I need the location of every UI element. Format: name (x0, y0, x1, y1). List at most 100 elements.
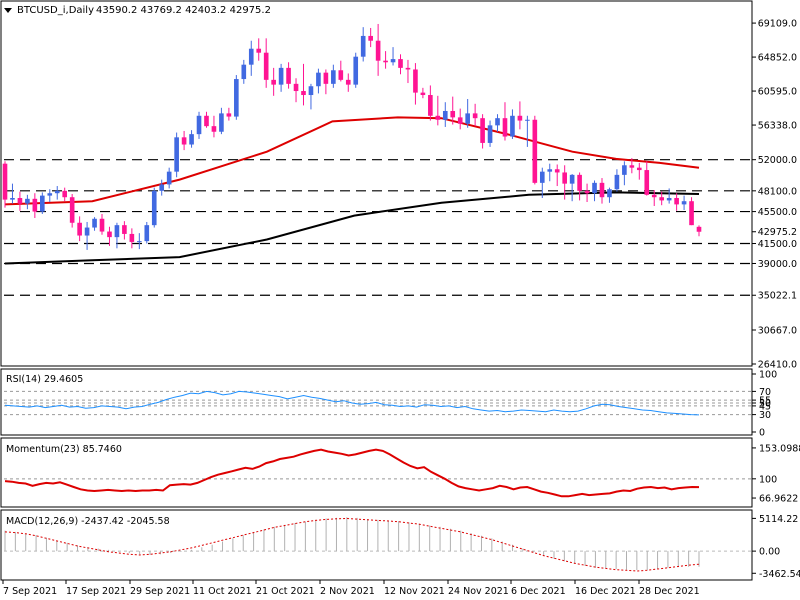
candle-body (651, 194, 657, 198)
candle-body (196, 115, 202, 135)
candle-body (308, 86, 314, 96)
candle-body (345, 79, 351, 85)
candle-body (428, 95, 433, 116)
macd-panel: 5114.22 0.00 -3462.54 (4, 514, 800, 580)
momentum-panel-frame (0, 437, 753, 508)
candle-body (569, 174, 575, 184)
candle-body (144, 225, 150, 242)
candle-body (450, 110, 456, 118)
candle-body (129, 233, 135, 242)
candle-body (248, 48, 254, 65)
candle-body (323, 72, 329, 84)
candle-body (77, 222, 82, 236)
candle-body (435, 115, 441, 120)
candle-body (420, 92, 426, 96)
date-tick-label: 16 Dec 2021 (575, 586, 636, 597)
momentum-line (4, 448, 700, 498)
candle-body (674, 198, 679, 205)
date-tick-label: 6 Dec 2021 (511, 586, 566, 597)
candle-body (502, 118, 508, 137)
price-axis: 69109.0 64852.0 60595.0 56338.0 52000.0 48100… (752, 19, 798, 371)
macd-tick-label: 0.00 (759, 547, 780, 558)
candle-body (517, 115, 523, 121)
macd-signal-line (4, 517, 700, 572)
candle-body (137, 241, 142, 243)
price-panel-frame (0, 0, 753, 367)
candle-body (331, 70, 336, 84)
momentum-label: Momentum(23) 85.7460 (6, 444, 122, 455)
candle-body (390, 59, 396, 63)
candle-body (562, 172, 567, 184)
candle-body (189, 134, 194, 145)
ma-fast-line (4, 116, 700, 206)
candle-body (2, 163, 8, 200)
candle-body (577, 174, 582, 191)
price-tick-label: 56338.0 (758, 121, 797, 132)
date-tick-label: 7 Sep 2021 (3, 586, 57, 597)
candle-body (644, 170, 650, 195)
candle-body (278, 67, 284, 85)
candle-body (607, 189, 612, 198)
candle-body (532, 119, 538, 183)
price-tag-bg (756, 184, 798, 197)
current-price-label: 42975.2 (758, 227, 797, 238)
candle-body (592, 182, 597, 194)
price-tag-bg (756, 237, 798, 250)
price-tag-bg (756, 205, 798, 218)
date-axis: 7 Sep 2021 17 Sep 2021 29 Sep 2021 11 Oct 2… (2, 580, 700, 597)
candle-body (62, 190, 68, 198)
level-price-label: 48100.0 (758, 186, 797, 197)
candle-body (286, 67, 291, 84)
candle-body (256, 48, 262, 53)
candle-body (122, 225, 127, 234)
price-tick-label: 64852.0 (758, 53, 797, 64)
candle-body (614, 174, 620, 190)
candle-body (99, 218, 105, 232)
date-tick-label: 21 Oct 2021 (256, 586, 315, 597)
date-tick-label: 29 Sep 2021 (130, 586, 190, 597)
date-tick-label: 12 Nov 2021 (384, 586, 445, 597)
candle-body (487, 125, 493, 143)
candle-body (472, 113, 478, 119)
candle-body (54, 190, 60, 194)
candle-body (10, 198, 15, 200)
candle-body (375, 40, 381, 61)
rsi-label: RSI(14) 29.4605 (6, 374, 83, 385)
date-tick-label: 24 Nov 2021 (448, 586, 509, 597)
candle-body (166, 171, 172, 185)
candle-body (539, 171, 545, 183)
candle-body (383, 60, 388, 63)
candle-body (219, 113, 224, 132)
level-price-label: 35022.1 (758, 291, 797, 302)
candle-body (353, 56, 359, 85)
date-tick-label: 11 Oct 2021 (193, 586, 252, 597)
macd-label: MACD(12,26,9) -2437.42 -2045.58 (6, 516, 170, 527)
ohlc-values: 43590.2 43769.2 42403.2 42975.2 (96, 5, 271, 16)
candle-body (211, 126, 217, 132)
candlesticks (2, 23, 702, 250)
candle-body (338, 70, 344, 80)
candle-body (398, 59, 403, 68)
price-tag-bg (756, 225, 798, 238)
rsi-line (4, 390, 700, 416)
candle-body (92, 218, 97, 228)
price-tick-label: 60595.0 (758, 87, 797, 98)
candle-body (263, 52, 269, 80)
candle-body (547, 169, 553, 172)
rsi-tick-label: 70 (759, 387, 771, 398)
candle-body (666, 198, 672, 201)
candle-body (689, 201, 694, 226)
price-tick-label: 69109.0 (758, 19, 797, 30)
dropdown-triangle-icon[interactable] (4, 8, 12, 13)
candle-body (181, 137, 187, 145)
candle-body (629, 165, 635, 168)
candle-body (204, 115, 209, 127)
candle-body (234, 79, 239, 117)
rsi-tick-label: 55 (759, 396, 771, 407)
candle-body (413, 69, 418, 93)
candle-body (360, 35, 366, 57)
level-price-label: 45500.0 (758, 207, 797, 218)
candle-body (32, 198, 38, 212)
candle-body (457, 117, 463, 124)
